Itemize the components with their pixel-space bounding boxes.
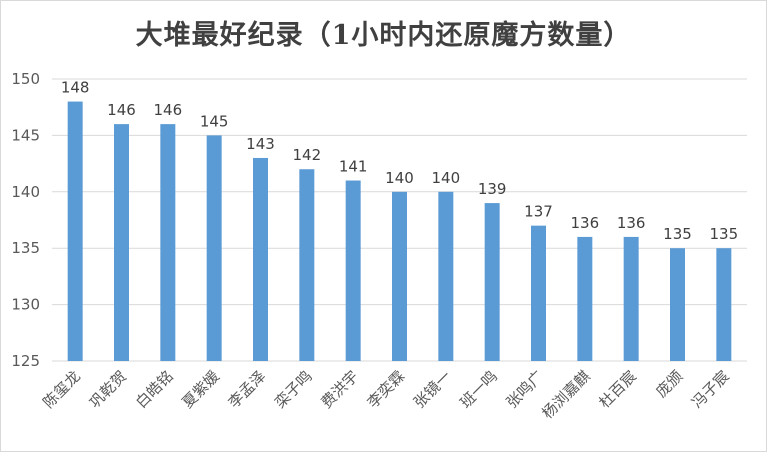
x-tick-label: 白皓铭 xyxy=(132,367,177,412)
y-tick-label: 135 xyxy=(11,239,40,257)
data-label: 135 xyxy=(710,225,739,243)
bar xyxy=(253,157,268,361)
x-tick-label: 杨浏嘉麒 xyxy=(538,367,593,422)
x-tick-label: 夏紫媛 xyxy=(178,367,223,412)
data-label: 136 xyxy=(571,214,600,232)
bar xyxy=(299,169,315,361)
x-tick-label: 李奕霖 xyxy=(364,367,409,412)
bar xyxy=(484,203,500,361)
data-label: 146 xyxy=(154,101,183,119)
bar xyxy=(716,248,732,361)
bar xyxy=(577,236,593,361)
y-axis-ticks: 125 130 135 140 145 150 xyxy=(11,70,40,370)
bar xyxy=(67,101,83,361)
chart-title: 大堆最好纪录（1小时内还原魔方数量） xyxy=(135,20,632,51)
y-tick-label: 150 xyxy=(11,70,40,88)
data-label: 137 xyxy=(524,203,553,221)
data-label: 135 xyxy=(663,225,692,243)
bar xyxy=(392,191,407,361)
data-label: 140 xyxy=(432,169,461,187)
bar xyxy=(160,124,176,362)
x-tick-label: 张鸣广 xyxy=(503,367,548,412)
x-tick-label: 栾子鸣 xyxy=(271,367,316,412)
data-label: 143 xyxy=(246,135,275,153)
bar xyxy=(531,225,546,361)
data-label: 136 xyxy=(617,214,646,232)
x-tick-label: 巩乾贺 xyxy=(86,367,131,412)
x-tick-label: 杜百宸 xyxy=(595,367,640,412)
data-label: 148 xyxy=(61,79,90,97)
data-label: 140 xyxy=(385,169,414,187)
x-tick-label: 费洪宇 xyxy=(317,367,362,412)
data-label: 142 xyxy=(293,146,322,164)
x-tick-label: 张镜一 xyxy=(410,367,455,412)
bar xyxy=(438,191,454,361)
bar-layer xyxy=(67,101,732,362)
bar xyxy=(114,124,129,362)
data-label: 141 xyxy=(339,158,368,176)
bar xyxy=(623,236,639,361)
x-tick-label: 班一鸣 xyxy=(456,367,501,412)
y-tick-label: 125 xyxy=(11,352,40,370)
bar xyxy=(345,180,361,361)
data-label-layer: 148 146 146 145 143 142 141 140 140 139 137 136 136 1… xyxy=(61,79,738,244)
bar xyxy=(206,135,222,361)
x-tick-label: 冯子宸 xyxy=(688,367,733,412)
x-tick-label: 陈玺龙 xyxy=(39,367,84,412)
data-label: 145 xyxy=(200,112,229,130)
y-tick-label: 145 xyxy=(11,126,40,144)
y-tick-label: 130 xyxy=(11,296,40,314)
x-tick-label: 李孟泽 xyxy=(225,367,270,412)
y-tick-label: 140 xyxy=(11,183,40,201)
bar xyxy=(670,248,685,361)
data-label: 139 xyxy=(478,180,507,198)
x-tick-label: 庞颁 xyxy=(652,367,686,401)
data-label: 146 xyxy=(107,101,136,119)
